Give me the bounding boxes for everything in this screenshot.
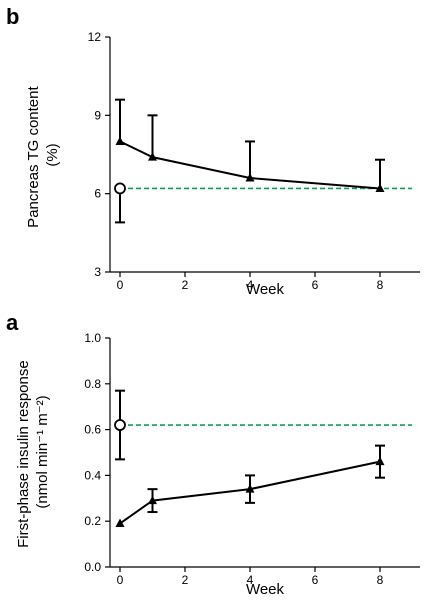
y-axis-title-a: First-phase insulin response (nmol min⁻¹… (15, 356, 51, 548)
x-ticks-b (119, 272, 381, 277)
data-point-circle (114, 419, 126, 431)
panel-label-b: b (6, 4, 19, 29)
y-axis-title-line: First-phase insulin response (15, 360, 32, 548)
data-point-triangle (148, 495, 157, 505)
data-marks-b (114, 98, 385, 224)
panel-a: a 0 2 4 6 8 0.0 0.2 0.4 0.6 0.8 1.0 Week… (6, 310, 420, 598)
x-tick-labels-a: 0 2 4 6 8 (117, 573, 384, 587)
y-ticks-b (105, 36, 110, 273)
x-tick-label: 4 (247, 278, 254, 292)
data-point-triangle (115, 136, 125, 145)
x-tick-label: 0 (117, 573, 124, 587)
x-ticks-a (119, 567, 381, 572)
y-tick-label: 0.4 (84, 468, 101, 482)
data-point-triangle (245, 484, 255, 493)
y-tick-labels-a: 0.0 0.2 0.4 0.6 0.8 1.0 (84, 331, 101, 574)
x-tick-label: 6 (312, 573, 319, 587)
y-axis-title-line: (%) (44, 143, 61, 166)
series-line (119, 460, 381, 525)
y-axis-title-line: Pancreas TG content (25, 86, 42, 228)
y-tick-label: 9 (94, 108, 101, 122)
y-tick-label: 0.8 (84, 377, 101, 391)
y-tick-label: 0.2 (84, 514, 101, 528)
data-marks-a (114, 389, 385, 527)
data-point-triangle (375, 456, 385, 466)
data-point-triangle (115, 518, 125, 527)
data-point-triangle (245, 173, 255, 182)
data-point-circle (114, 182, 126, 195)
y-tick-label: 1.0 (84, 331, 101, 345)
panel-b: b 0 2 4 6 8 3 6 9 12 Week Pancreas TG co… (6, 4, 420, 298)
panel-label-a: a (6, 310, 19, 335)
x-tick-labels-b: 0 2 4 6 8 (117, 278, 384, 292)
y-tick-label: 0.6 (84, 423, 101, 437)
x-tick-label: 2 (182, 573, 189, 587)
series-line (119, 140, 381, 190)
y-axis-title-line: (nmol min⁻¹ m⁻²) (34, 395, 51, 508)
y-tick-label: 3 (94, 265, 101, 279)
y-tick-label: 0.0 (84, 560, 101, 574)
x-tick-label: 0 (117, 278, 124, 292)
x-tick-label: 8 (377, 278, 384, 292)
y-tick-label: 6 (94, 187, 101, 201)
y-axis-title-b: Pancreas TG content (%) (25, 82, 61, 228)
x-tick-label: 4 (247, 573, 254, 587)
y-tick-label: 12 (88, 30, 102, 44)
x-axis-title-b: Week (246, 281, 285, 298)
y-ticks-a (105, 337, 110, 568)
data-point-triangle (375, 183, 385, 192)
x-axis-title-a: Week (246, 581, 285, 598)
data-point-triangle (148, 152, 157, 161)
y-tick-labels-b: 3 6 9 12 (88, 30, 102, 279)
x-tick-label: 2 (182, 278, 189, 292)
x-tick-label: 8 (377, 573, 384, 587)
x-tick-label: 6 (312, 278, 319, 292)
